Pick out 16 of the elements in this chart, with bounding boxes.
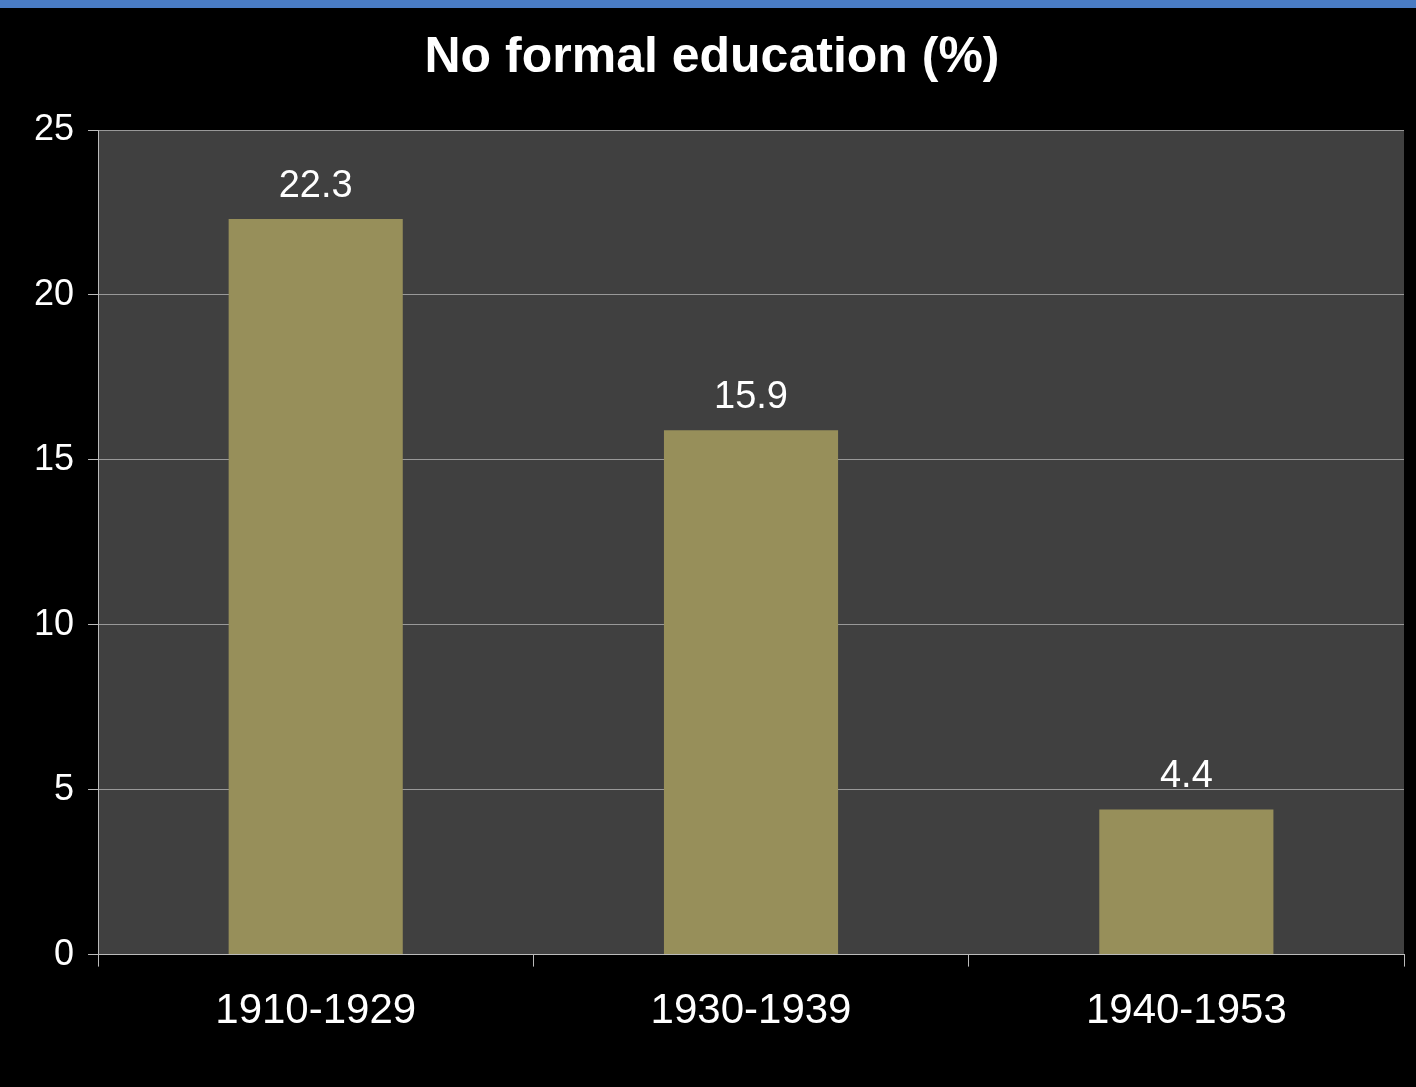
chart-title: No formal education (%) xyxy=(424,26,1000,83)
data-label: 15.9 xyxy=(714,373,789,416)
x-tick-label: 1940-1953 xyxy=(1085,985,1287,1033)
data-label: 4.4 xyxy=(1159,752,1213,795)
x-tick-label: 1930-1939 xyxy=(650,985,852,1033)
bar xyxy=(1099,809,1274,955)
y-tick-label: 15 xyxy=(34,436,75,478)
bar xyxy=(663,430,839,955)
data-label: 22.3 xyxy=(278,162,353,205)
y-tick-label: 25 xyxy=(34,106,75,148)
bar xyxy=(228,219,403,955)
x-tick-label: 1910-1929 xyxy=(215,985,417,1033)
y-tick-label: 10 xyxy=(34,601,75,643)
y-tick-label: 0 xyxy=(54,931,75,973)
y-tick-label: 20 xyxy=(34,271,75,313)
y-tick-label: 5 xyxy=(54,766,75,808)
